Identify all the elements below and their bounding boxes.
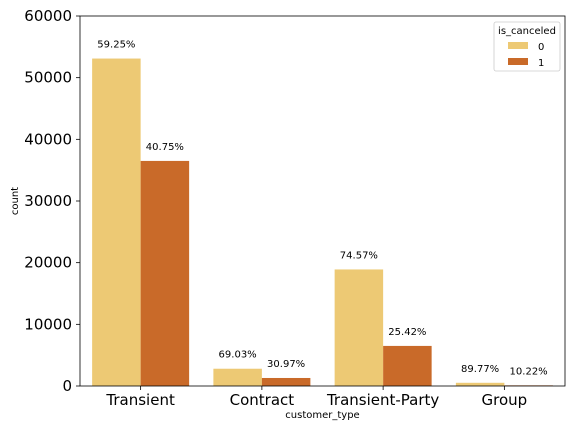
legend-swatch xyxy=(508,42,528,49)
x-tick-label: Transient-Party xyxy=(326,391,439,409)
bar-group-0 xyxy=(455,382,505,386)
bars-group xyxy=(92,58,553,387)
legend-label: 0 xyxy=(538,42,544,53)
y-tick-label: 0 xyxy=(62,377,72,395)
y-axis-ticks: 0 10000 20000 30000 40000 50000 60000 xyxy=(24,7,80,395)
data-label: 74.57% xyxy=(340,250,378,261)
y-tick-label: 30000 xyxy=(24,192,72,210)
legend: is_canceled 01 xyxy=(493,21,561,72)
x-tick-label: Group xyxy=(482,391,528,409)
data-label: 25.42% xyxy=(388,327,426,338)
data-label: 59.25% xyxy=(97,40,135,51)
bar-transient-party-1 xyxy=(383,345,432,386)
data-label: 89.77% xyxy=(461,364,499,375)
data-label: 10.22% xyxy=(510,366,548,377)
data-label: 69.03% xyxy=(219,350,257,361)
bar-contract-1 xyxy=(261,377,311,386)
x-axis-label: customer_type xyxy=(285,410,359,421)
bar-contract-0 xyxy=(213,368,262,386)
legend-title: is_canceled xyxy=(498,26,556,37)
bar-transient-party-0 xyxy=(334,269,384,386)
x-tick-label: Transient xyxy=(105,391,175,409)
y-tick-label: 40000 xyxy=(24,130,72,148)
legend-label: 1 xyxy=(538,58,544,69)
data-label: 40.75% xyxy=(146,142,184,153)
legend-items: 01 xyxy=(508,42,544,69)
y-tick-label: 20000 xyxy=(24,254,72,272)
data-label: 30.97% xyxy=(267,359,305,370)
x-axis-ticks: Transient Contract Transient-Party Group xyxy=(105,386,527,409)
x-tick-label: Contract xyxy=(230,391,295,409)
y-tick-label: 50000 xyxy=(24,69,72,87)
bar-transient-1 xyxy=(140,160,190,386)
legend-swatch xyxy=(508,58,528,65)
y-tick-label: 10000 xyxy=(24,315,72,333)
data-labels-group: 59.25% 69.03% 74.57% 89.77% 40.75% 30.97% 25.4… xyxy=(97,40,547,378)
y-axis-label: count xyxy=(10,187,21,215)
y-tick-label: 60000 xyxy=(24,7,72,25)
bar-transient-0 xyxy=(92,58,141,387)
